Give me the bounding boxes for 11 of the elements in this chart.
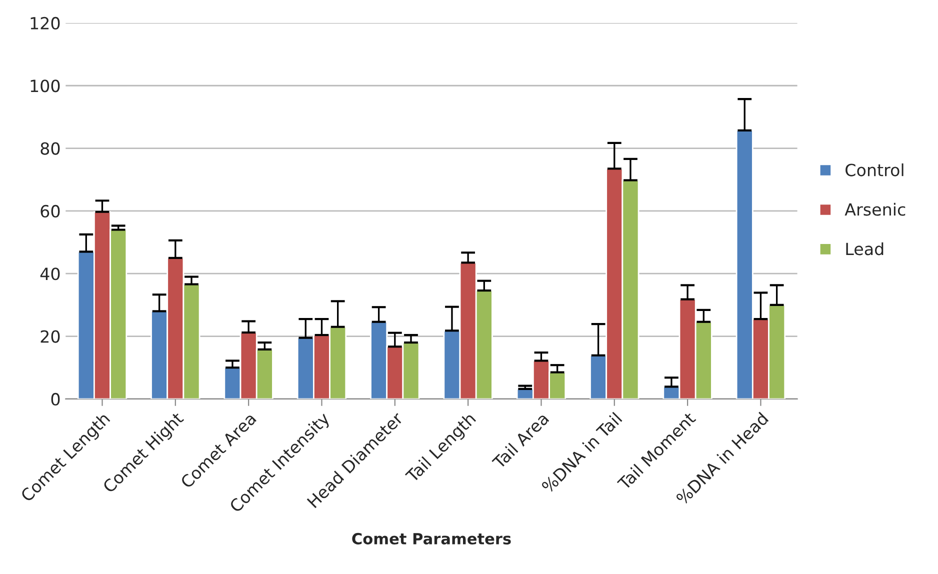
x-axis-title: Comet Parameters — [352, 532, 511, 544]
y-tick-label: 20 — [40, 330, 60, 343]
y-tick-label: 100 — [30, 80, 60, 92]
y-tick-label: 80 — [40, 142, 60, 155]
legend-label: Control — [846, 163, 904, 176]
y-tick-label: 60 — [40, 204, 60, 218]
y-tick-label: 40 — [40, 268, 60, 280]
legend-label: Lead — [846, 242, 884, 256]
legend-label: Arsenic — [844, 202, 906, 216]
y-tick-label: 0 — [51, 392, 60, 406]
y-tick-label: 120 — [30, 16, 60, 30]
